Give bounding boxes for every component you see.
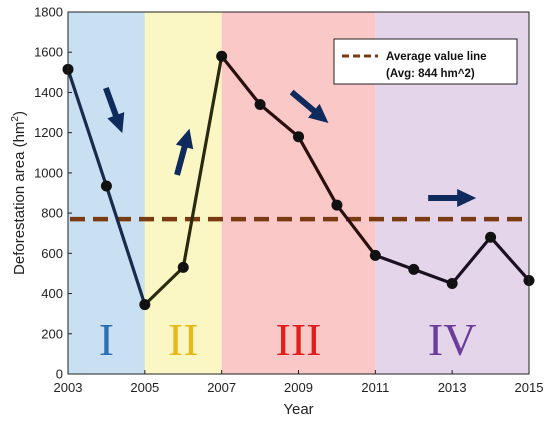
phase-labels: I II III IV <box>99 314 477 365</box>
data-point <box>446 278 458 289</box>
y-tick-label: 1000 <box>34 165 63 180</box>
phase-label-i: I <box>99 314 114 365</box>
data-point <box>485 231 497 243</box>
data-point <box>369 249 381 261</box>
y-tick-label: 200 <box>41 326 63 341</box>
data-point <box>177 261 189 273</box>
trend-arrow-shaft <box>289 89 319 115</box>
series-segment <box>258 102 301 139</box>
y-tick-label: 1400 <box>34 85 63 100</box>
series-segment <box>104 184 147 307</box>
y-axis-label: Deforestation area (hm2) <box>10 111 28 275</box>
data-point <box>254 99 266 111</box>
phase-label-iii: III <box>276 314 322 365</box>
y-tick-label: 0 <box>56 367 63 382</box>
legend: Average value line (Avg: 844 hm^2) <box>333 38 518 85</box>
y-tick-label: 1800 <box>34 5 63 20</box>
series-segment <box>181 54 224 270</box>
legend-sublabel: (Avg: 844 hm^2) <box>386 68 475 80</box>
phase-label-iv: IV <box>428 314 477 365</box>
series-segment <box>296 135 339 207</box>
data-point <box>331 199 343 211</box>
series-segment <box>220 54 262 107</box>
x-axis-label: Year <box>283 401 313 418</box>
data-series <box>62 50 535 311</box>
trend-arrow-down-icon <box>103 86 125 134</box>
y-axis-label-main: Deforestation area (hm <box>11 122 28 275</box>
y-tick-label: 1200 <box>34 125 63 140</box>
data-point <box>100 180 112 192</box>
trend-arrow-flat-icon <box>428 189 477 208</box>
legend-label: Average value line <box>386 51 487 63</box>
x-tick-label: 2011 <box>361 380 389 395</box>
x-tick-label: 2013 <box>438 380 467 395</box>
series-segment <box>373 253 416 272</box>
x-tick-label: 2015 <box>515 380 544 395</box>
trend-arrows <box>103 86 477 208</box>
y-axis-label-end: ) <box>11 111 28 116</box>
x-tick-label: 2007 <box>207 380 236 395</box>
series-segment <box>488 235 531 283</box>
series-segment <box>335 203 377 257</box>
phase-label-ii: II <box>168 314 199 365</box>
series-segment <box>412 267 454 286</box>
data-point <box>139 299 151 311</box>
trend-arrow-head <box>107 112 125 134</box>
legend-box <box>333 38 518 85</box>
trend-arrow-head <box>175 128 194 150</box>
series-segment <box>143 265 185 307</box>
y-axis-label-superscript: 2 <box>10 116 21 122</box>
y-tick-label: 800 <box>41 206 63 221</box>
trend-arrow-shaft <box>103 86 120 120</box>
phase-band-ii <box>144 12 222 374</box>
x-tick-label: 2003 <box>54 380 83 395</box>
y-tick-label: 600 <box>41 246 63 261</box>
data-point <box>293 131 304 143</box>
series-segment <box>66 67 109 188</box>
x-tick-label: 2005 <box>130 380 159 395</box>
series-segment <box>450 235 493 286</box>
data-point <box>408 263 420 275</box>
trend-arrow-head <box>308 103 329 123</box>
y-tick-label: 400 <box>41 286 63 301</box>
trend-arrow-shaft <box>174 143 189 176</box>
y-tick-label: 1600 <box>34 45 63 60</box>
trend-arrow-up-icon <box>174 128 194 176</box>
x-axis-ticks: 2003 2005 2007 2009 2011 2013 2015 <box>54 370 544 395</box>
phase-band-i <box>68 12 145 374</box>
data-point <box>216 50 228 62</box>
y-axis-ticks: 0 200 400 600 800 1000 1200 1400 1600 1800 <box>34 5 72 382</box>
x-tick-label: 2009 <box>284 380 313 395</box>
trend-arrow-head <box>457 189 477 208</box>
trend-arrow-down-icon <box>289 89 329 123</box>
